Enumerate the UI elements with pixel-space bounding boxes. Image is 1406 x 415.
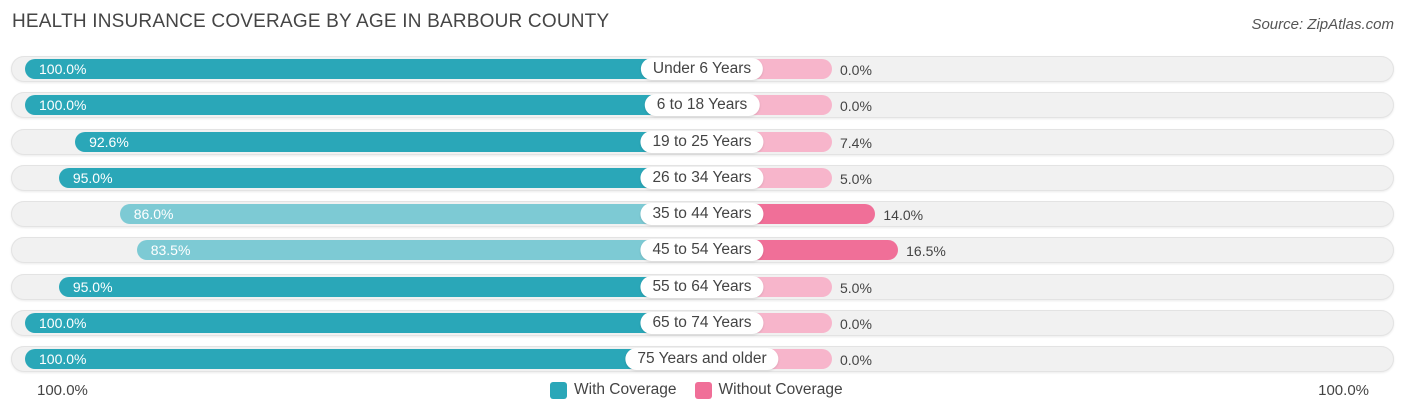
axis-left-label: 100.0% [37,382,88,399]
value-with-coverage-6-to-18-years: 100.0% [39,97,87,113]
legend-item-without-coverage: Without Coverage [694,381,843,399]
legend-swatch-without-coverage [694,381,712,399]
category-label-65-to-74-years: 65 to 74 Years [640,312,764,334]
category-label-19-to-25-years: 19 to 25 Years [640,131,764,153]
value-with-coverage-55-to-64-years: 95.0% [72,279,113,295]
bar-with-coverage-55-to-64-years [58,277,712,297]
legend: With Coverage Without Coverage [550,381,861,399]
bar-with-coverage-35-to-44-years [119,204,712,224]
axis-right-label: 100.0% [1318,382,1369,399]
value-without-coverage-26-to-34-years: 5.0% [840,171,872,187]
category-label-45-to-54-years: 45 to 54 Years [640,239,764,261]
value-with-coverage-26-to-34-years: 95.0% [72,170,113,186]
value-with-coverage-under-6-years: 100.0% [39,61,87,77]
value-with-coverage-65-to-74-years: 100.0% [39,315,87,331]
value-with-coverage-75-years-and-older: 100.0% [39,351,87,367]
value-without-coverage-55-to-64-years: 5.0% [840,280,872,296]
category-label-under-6-years: Under 6 Years [640,58,764,80]
value-without-coverage-under-6-years: 0.0% [840,62,872,78]
category-label-26-to-34-years: 26 to 34 Years [640,167,764,189]
bar-with-coverage-75-years-and-older [25,349,712,369]
bar-with-coverage-6-to-18-years [25,95,712,115]
source-label: Source: ZipAtlas.com [1251,16,1394,33]
category-label-35-to-44-years: 35 to 44 Years [640,203,764,225]
value-without-coverage-45-to-54-years: 16.5% [906,243,946,259]
value-with-coverage-35-to-44-years: 86.0% [133,206,174,222]
chart-title: HEALTH INSURANCE COVERAGE BY AGE IN BARB… [12,11,610,32]
legend-label-without-coverage: Without Coverage [718,381,843,398]
legend-item-with-coverage: With Coverage [550,381,677,399]
bar-with-coverage-45-to-54-years [136,240,712,260]
legend-swatch-with-coverage [550,381,567,399]
category-label-75-years-and-older: 75 Years and older [625,348,779,370]
bar-with-coverage-26-to-34-years [58,168,712,188]
legend-label-with-coverage: With Coverage [574,381,677,398]
value-with-coverage-19-to-25-years: 92.6% [89,134,129,150]
value-with-coverage-45-to-54-years: 83.5% [150,242,191,258]
bar-with-coverage-19-to-25-years [75,132,712,152]
value-without-coverage-65-to-74-years: 0.0% [840,316,872,332]
value-without-coverage-35-to-44-years: 14.0% [883,207,924,223]
bar-with-coverage-65-to-74-years [25,313,712,333]
category-label-55-to-64-years: 55 to 64 Years [640,276,764,298]
category-label-6-to-18-years: 6 to 18 Years [644,94,760,116]
value-without-coverage-75-years-and-older: 0.0% [840,352,872,368]
value-without-coverage-6-to-18-years: 0.0% [840,98,872,114]
value-without-coverage-19-to-25-years: 7.4% [840,135,872,151]
bar-with-coverage-under-6-years [25,59,712,79]
